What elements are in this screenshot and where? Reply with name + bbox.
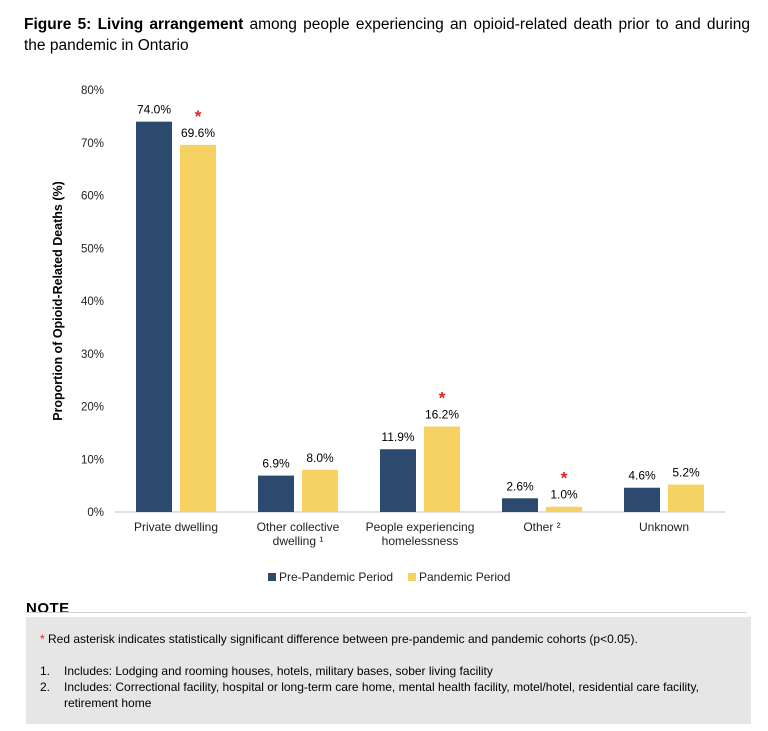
- legend-label: Pandemic Period: [419, 570, 510, 584]
- data-label: 2.6%: [506, 479, 534, 493]
- bar-pandemic: [180, 144, 216, 513]
- note-asterisk: *: [40, 632, 45, 646]
- x-tick-label: dwelling ¹: [273, 534, 324, 548]
- x-tick-label: homelessness: [382, 534, 459, 548]
- y-tick-label: 40%: [81, 296, 104, 308]
- bar-pre-pandemic: [258, 475, 294, 512]
- bar-pre-pandemic: [380, 449, 416, 512]
- y-tick-label: 10%: [81, 454, 104, 466]
- bar-pandemic: [424, 426, 460, 512]
- significance-asterisk: *: [439, 389, 446, 408]
- y-tick-label: 60%: [81, 191, 104, 203]
- y-tick-label: 70%: [81, 138, 104, 150]
- x-tick-label: People experiencing: [366, 520, 475, 534]
- x-tick-label: Unknown: [639, 520, 689, 534]
- note-item-text: Includes: Correctional facility, hospita…: [64, 680, 699, 710]
- y-axis-title: Proportion of Opioid-Related Deaths (%): [51, 181, 65, 421]
- bar-chart: 0% 10% 20% 30% 40% 50% 60% 70% 80% Proportion of …: [51, 85, 725, 584]
- bar-pandemic: [546, 506, 582, 512]
- note-box: * Red asterisk indicates statistically s…: [26, 617, 751, 724]
- legend-label: Pre-Pandemic Period: [279, 570, 393, 584]
- note-asterisk-line: * Red asterisk indicates statistically s…: [40, 631, 737, 647]
- figure-title: Figure 5: Living arrangement among peopl…: [24, 14, 750, 56]
- note-asterisk-text: Red asterisk indicates statistically sig…: [48, 632, 638, 646]
- bar-pre-pandemic: [502, 498, 538, 512]
- significance-asterisk: *: [195, 107, 202, 126]
- note-item-2: 2. Includes: Correctional facility, hospi…: [40, 679, 737, 711]
- note-item-1: 1. Includes: Lodging and rooming houses, …: [40, 663, 737, 679]
- bar-pre-pandemic: [624, 487, 660, 512]
- y-tick-label: 80%: [81, 85, 104, 97]
- data-label: 74.0%: [137, 103, 171, 117]
- bar-pre-pandemic: [136, 121, 172, 513]
- data-label: 8.0%: [306, 451, 334, 465]
- legend-swatch-pre-pandemic: [268, 573, 276, 581]
- note-item-text: Includes: Lodging and rooming houses, ho…: [64, 664, 493, 678]
- legend-swatch-pandemic: [408, 573, 416, 581]
- data-label: 4.6%: [628, 469, 656, 483]
- data-label: 69.6%: [181, 126, 215, 140]
- y-tick-label: 30%: [81, 349, 104, 361]
- y-tick-label: 20%: [81, 402, 104, 414]
- y-tick-label: 50%: [81, 243, 104, 255]
- x-tick-label: Private dwelling: [134, 520, 218, 534]
- data-label: 1.0%: [550, 488, 578, 502]
- data-label: 11.9%: [381, 430, 414, 444]
- note-item-number: 2.: [40, 680, 51, 694]
- data-label: 6.9%: [262, 457, 290, 471]
- y-tick-label: 0%: [87, 507, 104, 519]
- figure-number: Figure 5:: [24, 16, 92, 33]
- significance-asterisk: *: [561, 469, 568, 488]
- data-label: 5.2%: [672, 466, 700, 480]
- x-tick-label: Other collective: [257, 520, 340, 534]
- bar-pandemic: [302, 469, 338, 512]
- note-heading: NOTE: [26, 600, 70, 617]
- data-label: 16.2%: [425, 408, 459, 422]
- figure-title-bold: Living arrangement: [97, 16, 244, 33]
- note-item-number: 1.: [40, 664, 51, 678]
- bar-pandemic: [668, 484, 704, 512]
- figure-title-rest: among people experiencing an opioid-rela…: [24, 16, 750, 54]
- x-tick-label: Other ²: [523, 520, 560, 534]
- note-divider: [26, 612, 746, 613]
